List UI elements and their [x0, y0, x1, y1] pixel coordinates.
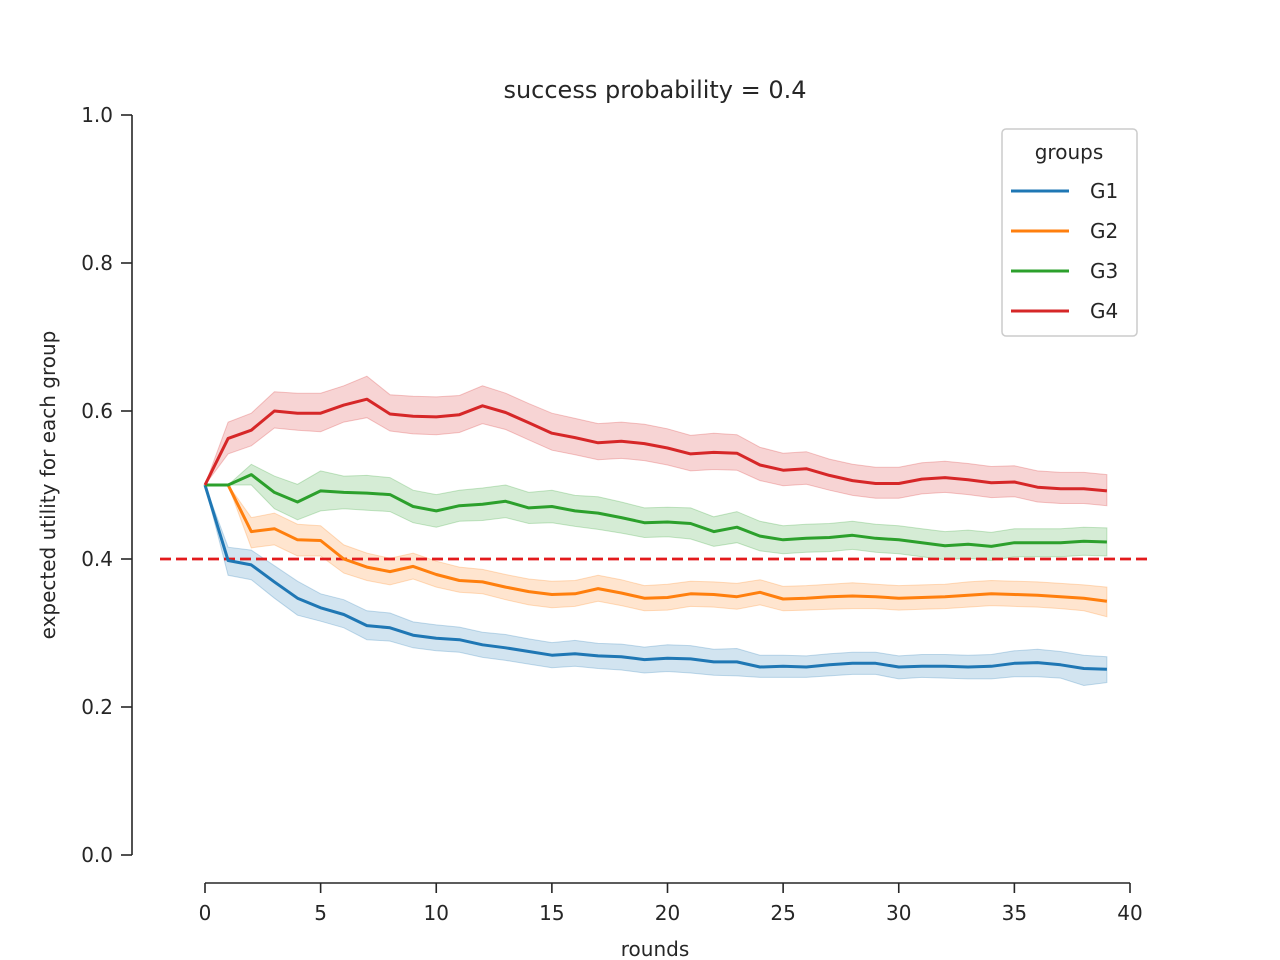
- x-axis-title: rounds: [621, 937, 690, 960]
- y-tick-label: 0.4: [81, 547, 113, 571]
- y-tick-label: 0.2: [81, 695, 113, 719]
- series-lines: [203, 397, 1108, 671]
- series-line-g1: [203, 484, 1107, 671]
- y-tick-label: 0.8: [81, 251, 113, 275]
- series-line-g4: [203, 397, 1108, 493]
- legend-title: groups: [1035, 140, 1104, 164]
- y-tick-label: 0.0: [81, 843, 113, 867]
- confidence-bands: [204, 375, 1108, 687]
- y-axis: 0.0 0.2 0.4 0.6 0.8 1.0: [81, 103, 133, 867]
- legend-label-g1: G1: [1090, 179, 1118, 203]
- legend: groups G1 G2 G3 G4: [1001, 128, 1138, 337]
- y-tick-label: 0.6: [81, 399, 113, 423]
- y-axis-title: expected utility for each group: [36, 331, 60, 640]
- legend-frame: [1001, 128, 1138, 337]
- legend-label-g3: G3: [1090, 259, 1118, 283]
- x-tick-label: 0: [199, 901, 212, 925]
- x-tick-label: 10: [424, 901, 449, 925]
- x-tick-label: 15: [539, 901, 564, 925]
- x-tick-label: 5: [314, 901, 327, 925]
- series-line-g3: [205, 473, 1107, 548]
- legend-label-g2: G2: [1090, 219, 1118, 243]
- chart-title: success probability = 0.4: [503, 76, 806, 104]
- series-line-g2: [205, 483, 1108, 603]
- x-tick-label: 20: [655, 901, 680, 925]
- x-tick-label: 35: [1002, 901, 1027, 925]
- x-tick-label: 30: [886, 901, 911, 925]
- band-g1: [204, 484, 1108, 687]
- band-g2: [205, 484, 1108, 618]
- x-tick-label: 40: [1117, 901, 1142, 925]
- x-tick-label: 25: [770, 901, 795, 925]
- legend-label-g4: G4: [1090, 299, 1118, 323]
- x-axis: 0 5 10 15 20 25 30 35 40: [199, 882, 1143, 925]
- y-tick-label: 1.0: [81, 103, 113, 127]
